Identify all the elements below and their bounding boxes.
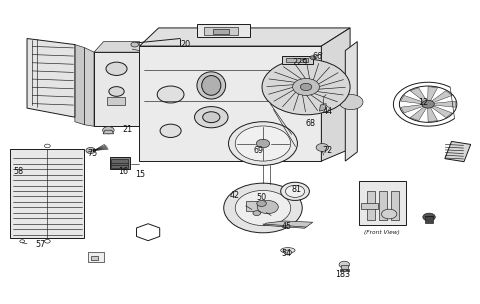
Circle shape bbox=[203, 112, 220, 123]
Text: 81: 81 bbox=[291, 185, 301, 194]
Text: 44: 44 bbox=[323, 107, 333, 116]
Bar bbox=[10, 149, 84, 238]
Circle shape bbox=[160, 124, 181, 137]
Polygon shape bbox=[103, 130, 114, 134]
Text: 72: 72 bbox=[322, 146, 332, 155]
Text: 20: 20 bbox=[180, 40, 190, 49]
Polygon shape bbox=[445, 141, 471, 162]
Circle shape bbox=[157, 86, 184, 103]
Circle shape bbox=[339, 261, 349, 268]
Text: (Front View): (Front View) bbox=[364, 230, 400, 235]
Polygon shape bbox=[410, 107, 427, 121]
Text: 42: 42 bbox=[229, 192, 240, 200]
Polygon shape bbox=[27, 39, 75, 117]
Polygon shape bbox=[433, 101, 456, 107]
Circle shape bbox=[194, 107, 228, 128]
Circle shape bbox=[257, 200, 266, 206]
Text: 21: 21 bbox=[122, 125, 132, 134]
Circle shape bbox=[262, 59, 350, 115]
Circle shape bbox=[235, 190, 291, 226]
Text: 69: 69 bbox=[253, 146, 263, 155]
Circle shape bbox=[293, 78, 320, 95]
Circle shape bbox=[235, 126, 291, 161]
Bar bbox=[197, 24, 250, 37]
Text: 229: 229 bbox=[292, 58, 308, 67]
Text: 58: 58 bbox=[14, 167, 24, 176]
Text: 68: 68 bbox=[305, 119, 315, 128]
Bar bbox=[391, 191, 399, 220]
Polygon shape bbox=[320, 104, 326, 111]
Polygon shape bbox=[345, 42, 357, 161]
Text: 45: 45 bbox=[282, 222, 292, 231]
Text: 183: 183 bbox=[336, 270, 350, 279]
Circle shape bbox=[86, 147, 96, 154]
Bar bbox=[91, 256, 98, 260]
Circle shape bbox=[422, 100, 434, 108]
Circle shape bbox=[131, 42, 139, 47]
Polygon shape bbox=[401, 95, 423, 104]
Circle shape bbox=[316, 143, 328, 151]
Bar bbox=[111, 159, 129, 168]
Circle shape bbox=[281, 182, 310, 200]
Ellipse shape bbox=[202, 76, 221, 95]
Circle shape bbox=[300, 83, 312, 91]
Bar bbox=[88, 252, 104, 261]
Circle shape bbox=[109, 87, 124, 96]
Bar bbox=[107, 97, 125, 105]
Bar bbox=[282, 56, 313, 64]
Circle shape bbox=[103, 126, 114, 134]
Circle shape bbox=[106, 62, 127, 75]
Polygon shape bbox=[432, 91, 452, 103]
Bar bbox=[341, 264, 348, 269]
Bar bbox=[140, 46, 322, 161]
Text: 66: 66 bbox=[312, 52, 323, 61]
Text: 16: 16 bbox=[118, 167, 128, 176]
Circle shape bbox=[339, 95, 363, 110]
Bar bbox=[340, 269, 349, 271]
Bar bbox=[204, 27, 238, 35]
Bar bbox=[367, 191, 375, 220]
Polygon shape bbox=[94, 42, 140, 52]
Polygon shape bbox=[428, 87, 438, 101]
Text: 57: 57 bbox=[36, 240, 46, 249]
Polygon shape bbox=[75, 45, 84, 125]
Bar bbox=[110, 157, 130, 169]
Polygon shape bbox=[428, 108, 438, 122]
Bar bbox=[94, 52, 140, 126]
Polygon shape bbox=[401, 105, 423, 113]
Polygon shape bbox=[432, 106, 452, 118]
Circle shape bbox=[286, 185, 305, 197]
Circle shape bbox=[256, 139, 270, 148]
Text: 75: 75 bbox=[87, 149, 98, 158]
Bar bbox=[286, 58, 308, 62]
Circle shape bbox=[423, 213, 435, 221]
Bar bbox=[379, 191, 387, 220]
Circle shape bbox=[224, 183, 302, 233]
Bar bbox=[361, 203, 378, 209]
Bar bbox=[359, 181, 406, 225]
Circle shape bbox=[253, 211, 261, 216]
Circle shape bbox=[284, 250, 292, 255]
Polygon shape bbox=[140, 28, 350, 46]
Text: 50: 50 bbox=[256, 193, 266, 202]
Circle shape bbox=[257, 200, 278, 214]
Ellipse shape bbox=[281, 248, 295, 253]
Bar bbox=[246, 201, 264, 211]
Polygon shape bbox=[263, 221, 313, 228]
Circle shape bbox=[228, 122, 298, 165]
Circle shape bbox=[310, 56, 316, 59]
Text: 54: 54 bbox=[282, 249, 292, 258]
Bar bbox=[213, 29, 228, 34]
Polygon shape bbox=[84, 48, 94, 126]
Text: 15: 15 bbox=[135, 170, 145, 179]
Text: 12: 12 bbox=[418, 98, 428, 107]
Polygon shape bbox=[410, 88, 427, 102]
Circle shape bbox=[382, 209, 397, 219]
Polygon shape bbox=[322, 28, 350, 161]
Ellipse shape bbox=[197, 72, 226, 99]
Bar bbox=[425, 216, 433, 223]
